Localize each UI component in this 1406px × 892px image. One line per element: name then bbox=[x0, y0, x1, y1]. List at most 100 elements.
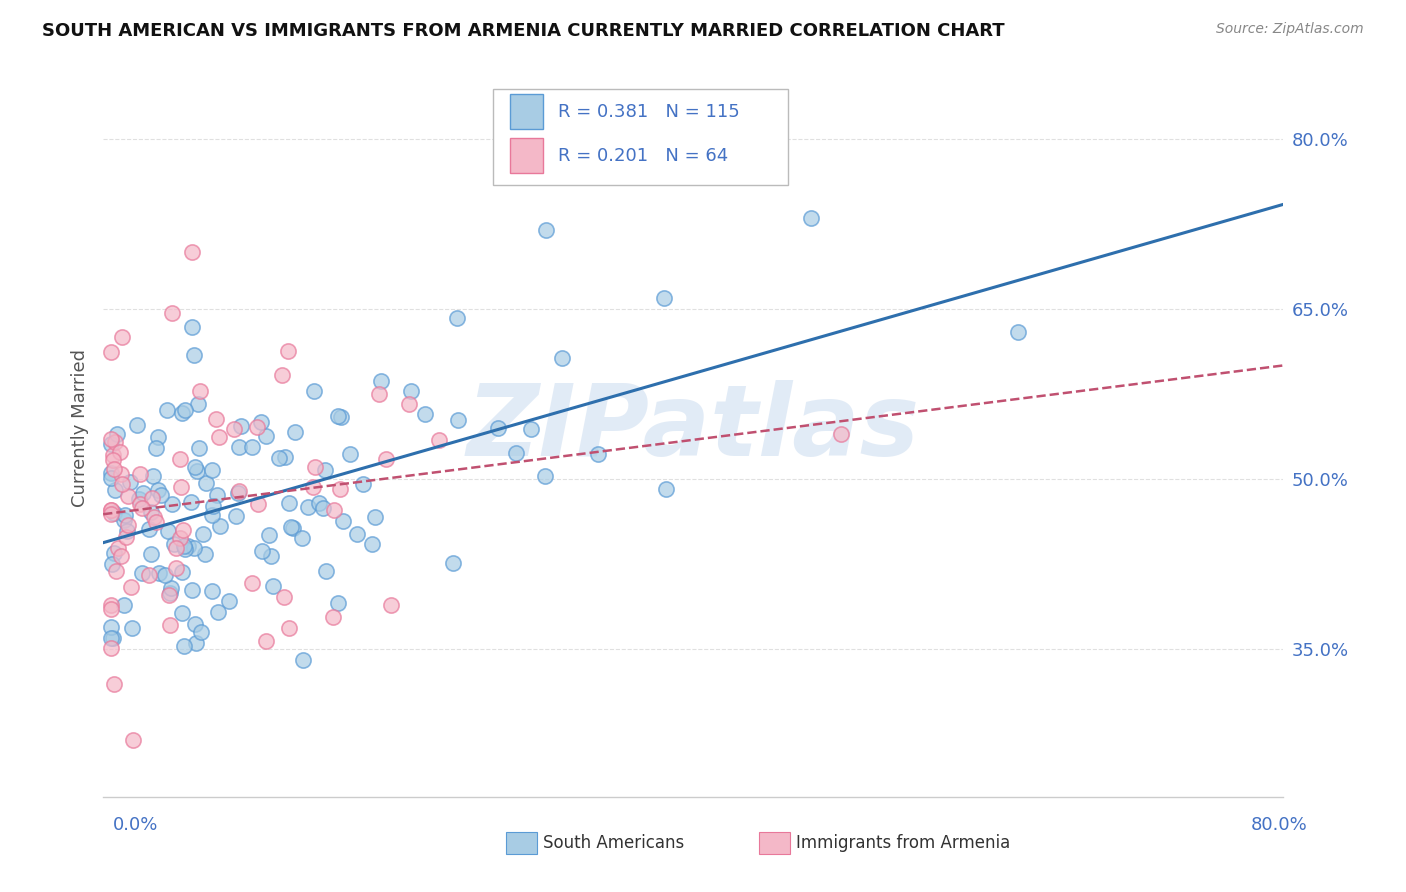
Point bbox=[247, 497, 270, 511]
Point bbox=[447, 413, 470, 427]
Point bbox=[534, 223, 557, 237]
Point bbox=[121, 621, 143, 635]
Point bbox=[231, 418, 253, 433]
Point bbox=[226, 486, 249, 500]
Point bbox=[180, 583, 202, 598]
Point bbox=[172, 523, 194, 537]
Point bbox=[104, 434, 127, 449]
Point bbox=[304, 459, 326, 474]
Point bbox=[107, 541, 129, 556]
Point bbox=[112, 598, 135, 612]
Bar bbox=[492, 89, 787, 185]
Point bbox=[111, 329, 134, 343]
Point bbox=[652, 291, 675, 305]
Point bbox=[209, 519, 232, 533]
Point bbox=[399, 384, 422, 398]
Point bbox=[100, 471, 122, 485]
Point bbox=[173, 539, 195, 553]
Point bbox=[120, 580, 142, 594]
Point bbox=[368, 387, 391, 401]
Point bbox=[138, 567, 160, 582]
Point bbox=[273, 590, 295, 604]
Point bbox=[194, 475, 217, 490]
Point bbox=[103, 631, 125, 645]
Point bbox=[505, 446, 527, 460]
Point bbox=[315, 564, 337, 578]
Point bbox=[297, 500, 319, 514]
Point bbox=[100, 602, 122, 616]
Text: Immigrants from Armenia: Immigrants from Armenia bbox=[796, 834, 1010, 852]
Point bbox=[100, 620, 122, 634]
Point bbox=[207, 605, 229, 619]
Point bbox=[121, 733, 143, 747]
Text: 0.0%: 0.0% bbox=[112, 816, 157, 834]
Point bbox=[332, 514, 354, 528]
Point bbox=[191, 527, 214, 541]
Text: South Americans: South Americans bbox=[543, 834, 683, 852]
Point bbox=[278, 496, 301, 510]
Point bbox=[100, 641, 122, 656]
Point bbox=[267, 450, 290, 465]
Point bbox=[326, 596, 349, 610]
Point bbox=[380, 599, 402, 613]
Point bbox=[100, 503, 122, 517]
Point bbox=[110, 467, 132, 482]
Y-axis label: Currently Married: Currently Married bbox=[72, 349, 89, 508]
Point bbox=[100, 598, 122, 612]
Point bbox=[103, 506, 125, 520]
Point bbox=[280, 520, 302, 534]
Point bbox=[314, 463, 336, 477]
Point bbox=[277, 621, 299, 635]
Point bbox=[117, 490, 139, 504]
Point bbox=[194, 547, 217, 561]
Point bbox=[180, 495, 202, 509]
Point bbox=[100, 437, 122, 451]
Point bbox=[104, 483, 127, 498]
Text: SOUTH AMERICAN VS IMMIGRANTS FROM ARMENIA CURRENTLY MARRIED CORRELATION CHART: SOUTH AMERICAN VS IMMIGRANTS FROM ARMENI… bbox=[42, 22, 1005, 40]
Point bbox=[172, 565, 194, 579]
Point bbox=[486, 421, 509, 435]
Point bbox=[277, 344, 299, 359]
Point bbox=[108, 445, 131, 459]
Point bbox=[271, 368, 294, 382]
Point bbox=[105, 564, 128, 578]
Point bbox=[284, 425, 307, 439]
Point bbox=[143, 509, 166, 524]
Point bbox=[427, 433, 450, 447]
Point bbox=[228, 483, 250, 498]
Point bbox=[184, 460, 207, 475]
Point bbox=[128, 492, 150, 507]
Point bbox=[111, 477, 134, 491]
Point bbox=[100, 631, 122, 645]
Point bbox=[322, 609, 344, 624]
Point bbox=[201, 584, 224, 599]
Point bbox=[329, 410, 352, 425]
Point bbox=[101, 448, 124, 462]
Point bbox=[246, 420, 269, 434]
Point bbox=[170, 606, 193, 620]
Point bbox=[118, 475, 141, 489]
Point bbox=[240, 440, 263, 454]
Point bbox=[446, 311, 468, 326]
Bar bbox=[510, 94, 543, 129]
Point bbox=[188, 384, 211, 399]
Point bbox=[374, 452, 396, 467]
Point bbox=[218, 593, 240, 607]
Point bbox=[291, 531, 314, 545]
Point bbox=[360, 537, 382, 551]
Point bbox=[115, 524, 138, 538]
Point bbox=[586, 447, 609, 461]
Point bbox=[160, 497, 183, 511]
Point bbox=[177, 539, 200, 553]
Point bbox=[262, 579, 284, 593]
Point bbox=[302, 384, 325, 398]
Point bbox=[131, 486, 153, 500]
Point bbox=[222, 422, 245, 436]
Point bbox=[190, 625, 212, 640]
Point bbox=[257, 527, 280, 541]
Point bbox=[131, 566, 153, 581]
Point bbox=[186, 635, 208, 649]
Point bbox=[1007, 325, 1029, 339]
Text: Source: ZipAtlas.com: Source: ZipAtlas.com bbox=[1216, 22, 1364, 37]
Point bbox=[128, 497, 150, 511]
